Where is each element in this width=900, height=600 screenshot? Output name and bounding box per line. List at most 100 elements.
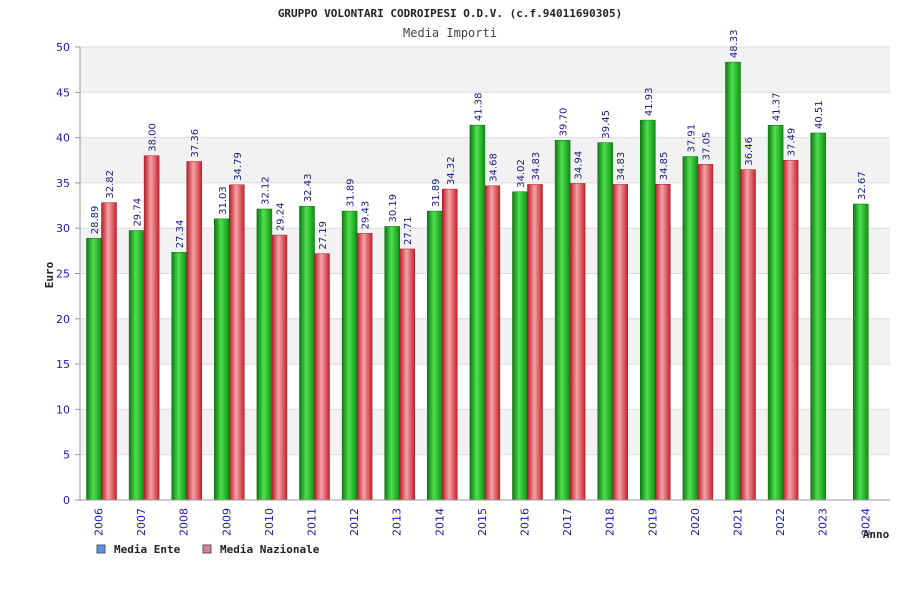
data-label-media-nazionale: 34.32	[446, 156, 457, 185]
data-label-media-ente: 31.03	[218, 186, 229, 215]
bar-media-ente	[256, 208, 273, 501]
data-label-media-nazionale: 34.94	[574, 151, 585, 180]
data-label-media-ente: 32.67	[857, 171, 868, 200]
bar-media-ente	[299, 205, 315, 501]
data-label-media-nazionale: 34.83	[531, 152, 542, 181]
y-axis-label: Euro	[43, 261, 56, 288]
data-label-media-ente: 28.89	[90, 206, 101, 235]
bar-media-ente	[682, 156, 699, 501]
data-label-media-ente: 39.45	[601, 110, 612, 139]
axes	[79, 47, 890, 501]
x-category-label: 2019	[646, 508, 659, 536]
data-label-media-ente: 29.74	[133, 198, 144, 227]
data-label-media-ente: 31.89	[346, 178, 357, 207]
y-tick-label: 40	[56, 132, 70, 145]
bar-media-nazionale	[655, 184, 671, 501]
bar-media-ente	[853, 203, 869, 501]
x-category-label: 2016	[519, 508, 532, 536]
bar-media-ente	[554, 140, 571, 501]
bar-media-ente	[86, 238, 102, 501]
legend-swatch-ente	[96, 544, 106, 554]
data-label-media-ente: 39.70	[559, 108, 570, 137]
bar-media-ente	[640, 119, 656, 501]
x-category-label: 2020	[689, 508, 702, 536]
data-label-media-nazionale: 34.79	[233, 152, 244, 181]
x-category-label: 2009	[220, 508, 233, 536]
x-category-label: 2006	[93, 508, 106, 536]
bar-media-ente	[767, 124, 784, 501]
bars	[86, 61, 869, 501]
legend: Media Ente Media Nazionale	[96, 543, 320, 556]
bar-media-ente	[341, 210, 358, 501]
data-label-media-nazionale: 27.19	[318, 221, 329, 250]
data-label-media-nazionale: 34.85	[659, 152, 670, 181]
x-category-label: 2013	[391, 508, 404, 536]
bar-media-ente	[214, 218, 230, 501]
bar-media-ente	[171, 252, 187, 501]
legend-label-ente: Media Ente	[114, 543, 181, 556]
bar-media-ente	[512, 191, 528, 501]
chart-title: GRUPPO VOLONTARI CODROIPESI O.D.V. (c.f.…	[278, 7, 622, 20]
bar-media-ente	[725, 61, 741, 501]
data-label-media-nazionale: 37.36	[190, 129, 201, 158]
y-tick-label: 0	[63, 494, 70, 507]
x-category-label: 2023	[817, 508, 830, 536]
bar-media-nazionale	[740, 169, 756, 501]
y-tick-label: 30	[56, 222, 70, 235]
bar-media-nazionale	[186, 161, 202, 501]
data-label-media-nazionale: 32.82	[105, 170, 116, 199]
y-tick-label: 50	[56, 41, 70, 54]
bar-media-nazionale	[527, 184, 543, 501]
y-tick-label: 25	[56, 268, 70, 281]
bar-media-ente	[469, 124, 486, 501]
x-category-label: 2015	[476, 508, 489, 536]
data-label-media-ente: 41.93	[644, 87, 655, 116]
bar-media-nazionale	[314, 253, 330, 501]
legend-label-nazionale: Media Nazionale	[220, 543, 320, 556]
bar-media-nazionale	[442, 188, 458, 501]
bar-media-nazionale	[229, 184, 245, 501]
data-label-media-nazionale: 34.83	[616, 152, 627, 181]
data-label-media-ente: 41.37	[772, 93, 783, 122]
bar-media-nazionale	[782, 160, 799, 501]
bar-media-nazionale	[271, 234, 288, 501]
x-category-label: 2008	[178, 508, 191, 536]
data-label-media-nazionale: 36.46	[744, 137, 755, 166]
bar-media-nazionale	[484, 185, 501, 501]
data-label-media-ente: 30.19	[388, 194, 399, 223]
data-label-media-nazionale: 27.71	[403, 216, 414, 245]
x-category-label: 2012	[348, 508, 361, 536]
data-label-media-ente: 37.91	[686, 124, 697, 153]
x-category-label: 2024	[859, 508, 872, 536]
bar-media-ente	[128, 230, 145, 501]
data-labels: 28.89 32.82 29.74 38.00 27.34 37.36 31.03 34.79…	[90, 29, 868, 249]
x-category-label: 2010	[263, 508, 276, 536]
y-tick-label: 35	[56, 177, 70, 190]
plot-band	[80, 47, 890, 93]
bar-media-nazionale	[612, 184, 628, 501]
x-category-label: 2017	[561, 508, 574, 536]
data-label-media-nazionale: 34.68	[488, 153, 499, 182]
data-label-media-ente: 32.12	[260, 176, 271, 205]
x-category-labels: 2006 2007 2008 2009 2010 2011 2012 2013 2014 2015…	[93, 508, 873, 536]
data-label-media-ente: 34.02	[516, 159, 527, 188]
x-category-label: 2021	[732, 508, 745, 536]
bar-media-nazionale	[143, 155, 160, 501]
bar-media-nazionale	[101, 202, 117, 501]
data-label-media-nazionale: 38.00	[148, 123, 159, 152]
data-label-media-nazionale: 29.43	[361, 201, 372, 230]
x-category-label: 2007	[135, 508, 148, 536]
y-tick-label: 20	[56, 313, 70, 326]
data-label-media-nazionale: 37.05	[701, 132, 712, 161]
x-category-label: 2011	[306, 508, 319, 536]
data-label-media-ente: 48.33	[729, 29, 740, 58]
legend-swatch-nazionale	[202, 544, 212, 554]
bar-media-ente	[427, 210, 443, 501]
x-category-label: 2018	[604, 508, 617, 536]
y-tick-label: 15	[56, 358, 70, 371]
x-category-label: 2014	[433, 508, 446, 536]
data-label-media-ente: 27.34	[175, 220, 186, 249]
y-tick-label: 45	[56, 86, 70, 99]
bar-media-ente	[384, 226, 400, 501]
